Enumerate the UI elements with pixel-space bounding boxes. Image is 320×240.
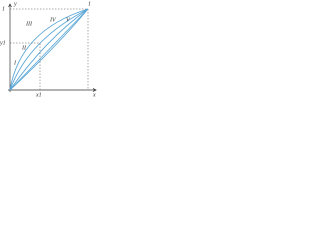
guide-lines bbox=[10, 42, 41, 90]
x1-label: x1 bbox=[35, 92, 42, 98]
y-label: y bbox=[13, 1, 17, 7]
diagonal bbox=[9, 8, 89, 91]
curve-2 bbox=[9, 8, 89, 91]
curve-1 bbox=[9, 8, 89, 91]
y1-label: y1 bbox=[0, 40, 6, 46]
curve-4 bbox=[9, 8, 89, 91]
curve-label: III bbox=[25, 21, 33, 27]
y-one: 1 bbox=[2, 6, 5, 12]
curve-label: IV bbox=[49, 17, 57, 23]
axis-arrows bbox=[8, 3, 97, 92]
curve-label: I bbox=[13, 60, 17, 66]
curve-label: II bbox=[21, 45, 27, 51]
x-one: 1 bbox=[88, 1, 91, 7]
curve-3 bbox=[9, 8, 89, 91]
diagram: 1 1 y x x1 y1 I II III IV V bbox=[0, 1, 97, 98]
x-label: x bbox=[92, 92, 96, 98]
curve-label: V bbox=[66, 17, 71, 23]
